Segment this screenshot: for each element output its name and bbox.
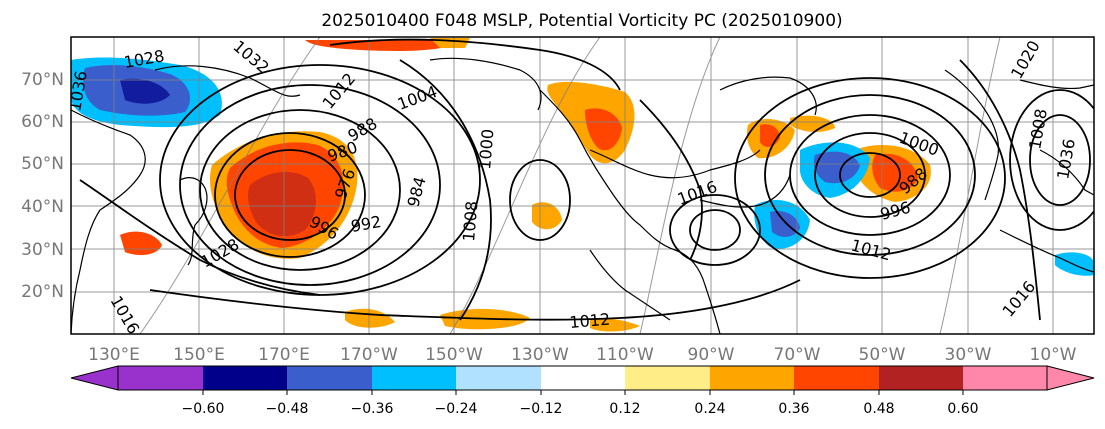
isobar-label: 1008 (459, 200, 481, 242)
colorbar-tick-label: −0.48 (266, 401, 309, 417)
colorbar-bin (541, 366, 625, 390)
lon-label: 150°E (173, 345, 225, 365)
coastlines (71, 57, 1094, 334)
colorbar-tick-label: −0.24 (435, 401, 478, 417)
lat-label: 60°N (21, 112, 64, 132)
colorbar-bin (710, 366, 794, 390)
lon-label: 10°W (1030, 345, 1077, 365)
lon-label: 130°E (88, 345, 140, 365)
pv-positive-shading (120, 38, 931, 332)
colorbar-tick-label: 0.36 (778, 401, 809, 417)
colorbar-bin (879, 366, 963, 390)
lon-label: 90°W (688, 345, 735, 365)
isobar-label: 1000 (475, 128, 497, 170)
colorbar-tick-label: −0.12 (520, 401, 563, 417)
lat-label: 50°N (21, 154, 64, 174)
lon-label: 130°W (511, 345, 569, 365)
lon-label: 150°W (425, 345, 483, 365)
lat-label: 70°N (21, 70, 64, 90)
colorbar-bin (625, 366, 710, 390)
lat-label: 40°N (21, 197, 64, 217)
colorbar-bin (287, 366, 372, 390)
colorbar-bin (963, 366, 1047, 390)
colorbar-tick-label: −0.36 (351, 401, 394, 417)
colorbar-bin (372, 366, 456, 390)
colorbar-right-extension (1046, 365, 1095, 391)
colorbar-bin (118, 366, 203, 390)
lat-label: 30°N (21, 240, 64, 260)
lon-label: 30°W (945, 345, 992, 365)
lon-label: 170°W (340, 345, 398, 365)
lon-label: 170°E (258, 345, 310, 365)
colorbar-tick-label: 0.24 (694, 401, 725, 417)
colorbar-bin (794, 366, 879, 390)
colorbar-bin (203, 366, 287, 390)
isobars (79, 38, 1094, 321)
colorbar-tick-label: −0.60 (182, 401, 225, 417)
lat-label: 20°N (21, 282, 64, 302)
colorbar: −0.60 −0.48 −0.36 −0.24 −0.12 0.12 0.24 … (70, 365, 1095, 417)
colorbar-left-extension (70, 365, 119, 391)
latitude-labels: 70°N 60°N 50°N 40°N 30°N 20°N (21, 70, 64, 302)
lon-label: 50°W (859, 345, 906, 365)
map-panel: 1028 1032 1036 1012 1004 988 980 976 996… (70, 36, 1095, 335)
colorbar-tick-label: 0.48 (863, 401, 894, 417)
lon-label: 70°W (774, 345, 821, 365)
lon-label: 110°W (596, 345, 654, 365)
colorbar-tick-label: 0.12 (609, 401, 640, 417)
colorbar-bin (456, 366, 541, 390)
isobar-label: 1012 (569, 310, 611, 332)
colorbar-tick-label: 0.60 (947, 401, 978, 417)
figure-title: 2025010400 F048 MSLP, Potential Vorticit… (321, 11, 842, 31)
longitude-labels: 130°E 150°E 170°E 170°W 150°W 130°W 110°… (88, 345, 1077, 365)
